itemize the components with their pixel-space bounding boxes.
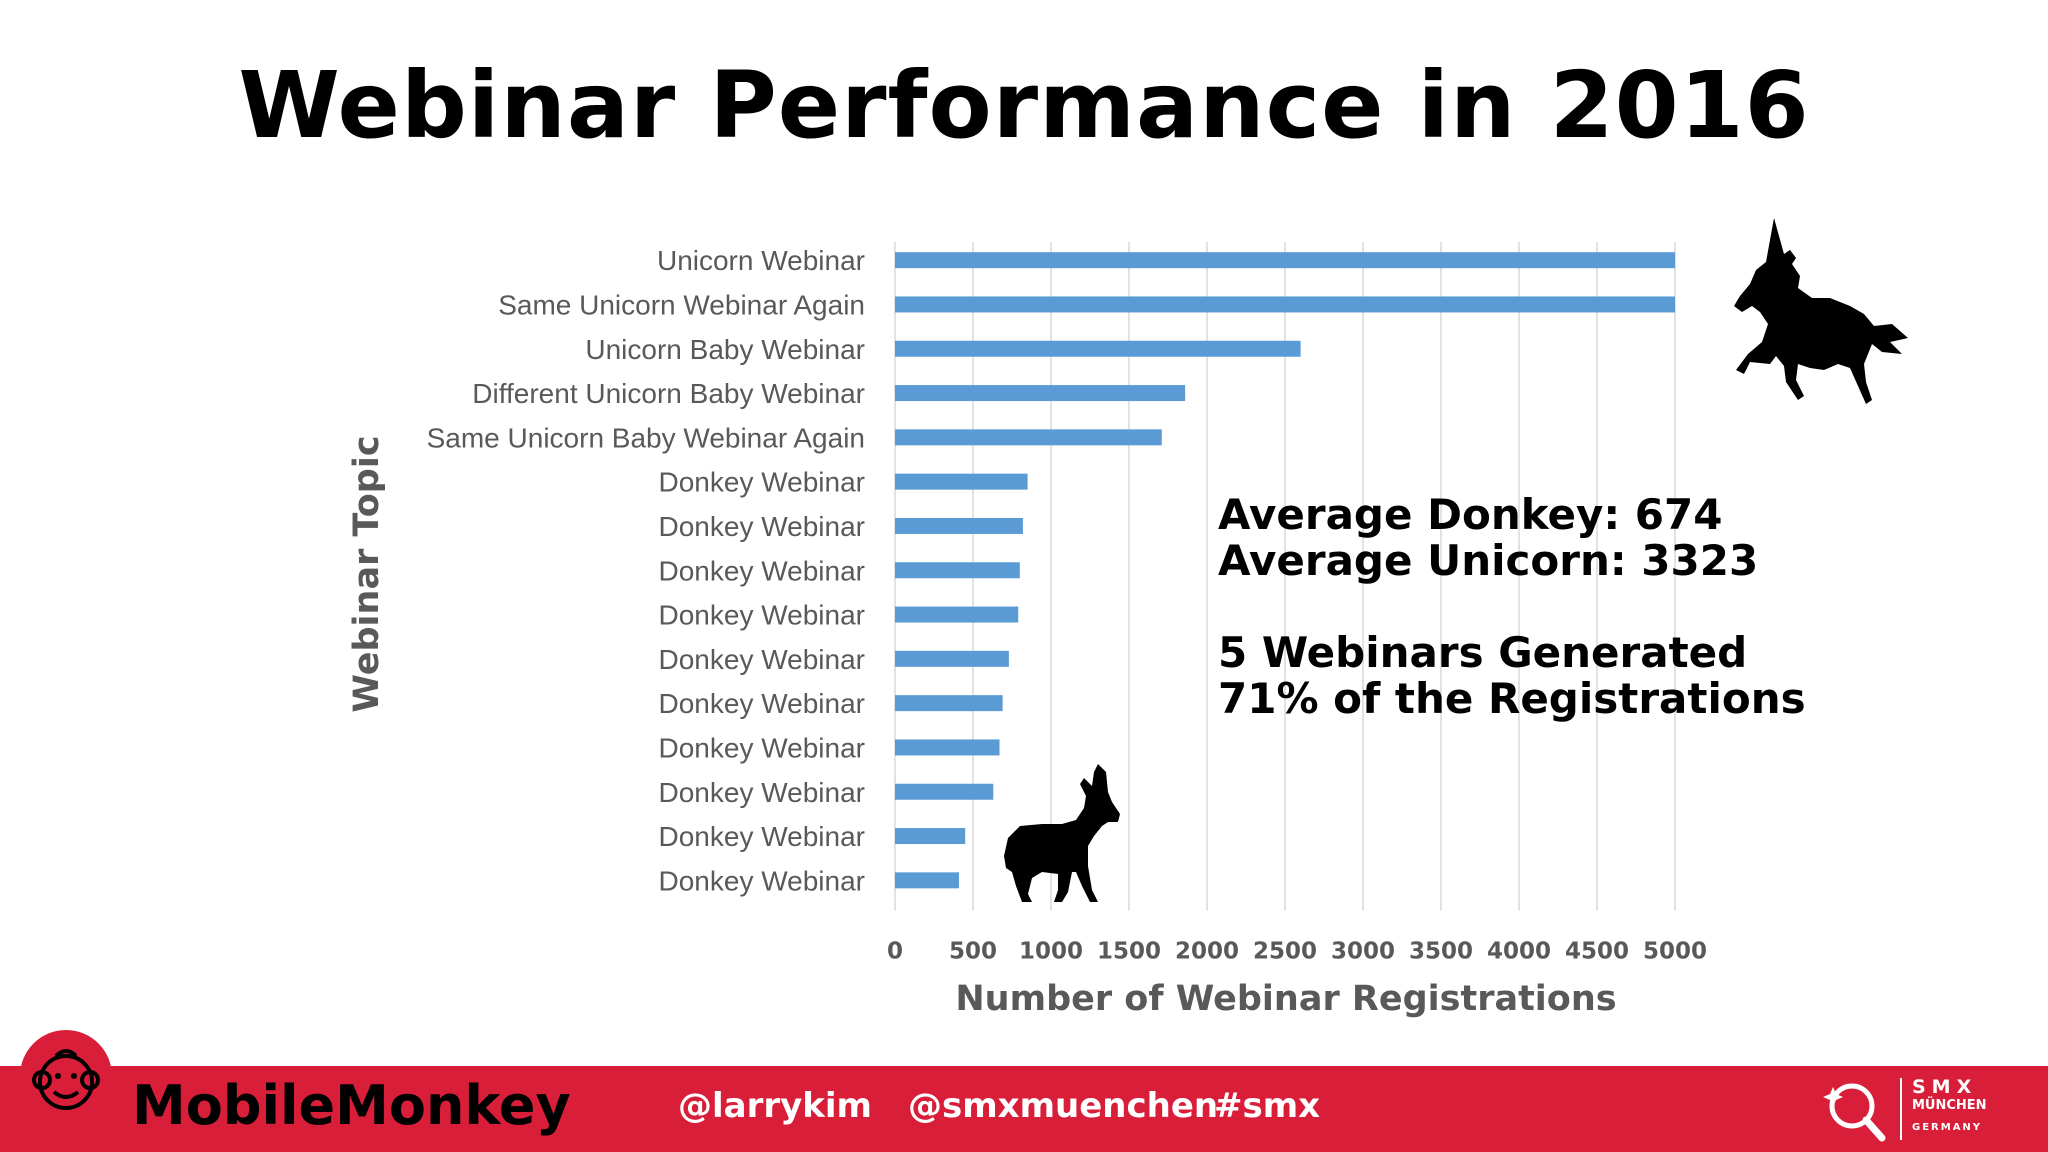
x-tick-label: 3500: [1409, 939, 1473, 965]
twitter-handle-larrykim: @larrykim: [678, 1086, 872, 1126]
bar: [895, 429, 1162, 446]
category-label: Donkey Webinar: [659, 467, 865, 498]
x-tick-label: 0: [887, 939, 903, 965]
x-tick-label: 500: [949, 939, 997, 965]
average-unicorn-text: Average Unicorn: 3323: [1218, 536, 1759, 585]
category-labels: Unicorn Webinar Same Unicorn Webinar Agai…: [427, 245, 865, 896]
bar: [895, 340, 1301, 357]
bar: [895, 739, 1000, 756]
donkey-silhouette-icon: [1004, 764, 1120, 902]
category-label: Donkey Webinar: [659, 821, 865, 852]
bar: [895, 385, 1186, 402]
y-axis-title: Webinar Topic: [347, 435, 387, 712]
bar-chart: Unicorn Webinar Same Unicorn Webinar Agai…: [347, 218, 1908, 1019]
smx-search-icon: [1823, 1083, 1886, 1142]
category-label: Same Unicorn Webinar Again: [498, 289, 865, 320]
category-label: Unicorn Baby Webinar: [585, 334, 865, 365]
category-label: Same Unicorn Baby Webinar Again: [427, 422, 865, 453]
x-tick-label: 1000: [1019, 939, 1083, 965]
footer-divider: [1900, 1078, 1902, 1140]
x-tick-label: 2000: [1175, 939, 1239, 965]
category-label: Donkey Webinar: [659, 777, 865, 808]
twitter-handle-smxmuenchen: @smxmuenchen: [908, 1086, 1219, 1126]
x-tick-label: 3000: [1331, 939, 1395, 965]
bar: [895, 562, 1020, 579]
x-tick-label: 4500: [1565, 939, 1629, 965]
category-label: Different Unicorn Baby Webinar: [472, 378, 865, 409]
footer-bar: [0, 1066, 2048, 1152]
smx-logo: SMX MÜNCHEN GERMANY: [1912, 1076, 1987, 1134]
x-tick-label: 1500: [1097, 939, 1161, 965]
bar: [895, 296, 1675, 313]
brand-name: MobileMonkey: [132, 1074, 571, 1137]
smx-logo-line3: GERMANY: [1912, 1122, 1983, 1133]
category-label: Donkey Webinar: [659, 600, 865, 631]
chart-bars: [895, 252, 1675, 889]
slide-title: Webinar Performance in 2016: [238, 52, 1810, 159]
bar: [895, 828, 966, 845]
summary-line-2: 71% of the Registrations: [1218, 674, 1806, 723]
bar: [895, 695, 1003, 712]
unicorn-silhouette-icon: [1734, 218, 1908, 404]
bar: [895, 252, 1675, 269]
category-label: Donkey Webinar: [659, 511, 865, 542]
annotation-block: Average Donkey: 674 Average Unicorn: 332…: [1218, 492, 1806, 722]
x-tick-label: 5000: [1643, 939, 1707, 965]
category-label: Donkey Webinar: [659, 644, 865, 675]
x-tick-label: 4000: [1487, 939, 1551, 965]
bar: [895, 473, 1028, 490]
bar: [895, 783, 994, 800]
x-tick-label: 2500: [1253, 939, 1317, 965]
summary-line-1: 5 Webinars Generated: [1218, 628, 1748, 677]
average-donkey-text: Average Donkey: 674: [1218, 490, 1723, 539]
category-label: Unicorn Webinar: [657, 245, 865, 276]
smx-logo-line2: MÜNCHEN: [1912, 1098, 1987, 1113]
category-label: Donkey Webinar: [659, 732, 865, 763]
bar: [895, 606, 1019, 623]
hashtag-smx: #smx: [1214, 1086, 1321, 1126]
category-label: Donkey Webinar: [659, 688, 865, 719]
tick-labels: 0 500 1000 1500 2000 2500 3000 3500 4000 4500 5000: [887, 939, 1707, 965]
mobilemonkey-logo-icon: [20, 1030, 112, 1122]
category-label: Donkey Webinar: [659, 865, 865, 896]
bar: [895, 517, 1023, 534]
bar: [895, 650, 1009, 667]
category-label: Donkey Webinar: [659, 555, 865, 586]
smx-logo-line1: SMX: [1912, 1076, 1978, 1098]
bar: [895, 872, 959, 889]
x-axis-title: Number of Webinar Registrations: [955, 979, 1616, 1019]
